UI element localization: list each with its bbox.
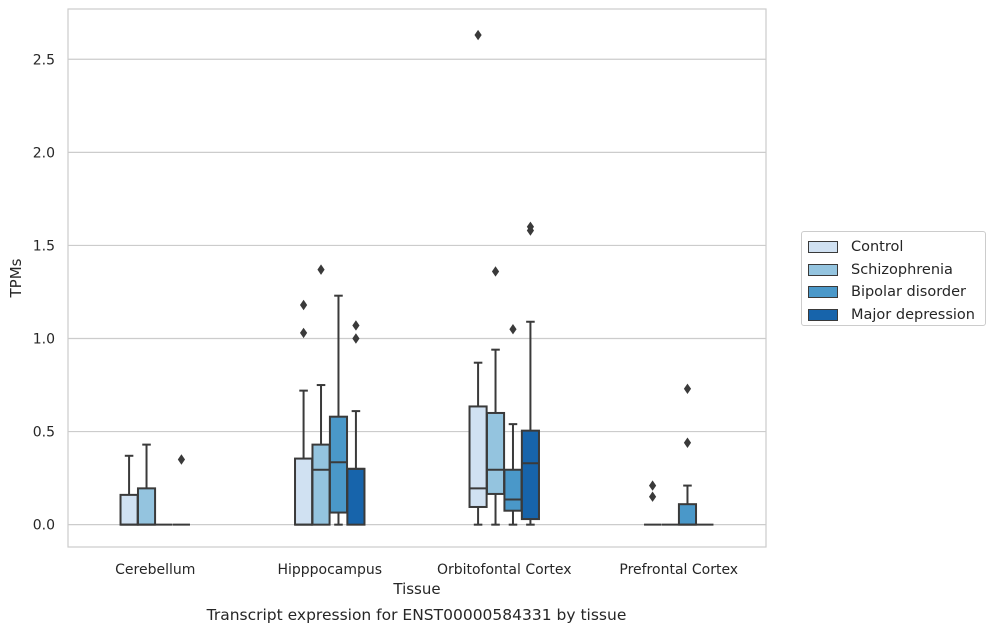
legend-swatch [808, 308, 838, 321]
y-tick-labels: 0.0 0.5 1.0 1.5 2.0 2.5 [33, 52, 55, 533]
box-iqr [346, 467, 366, 526]
plot-frame [67, 8, 767, 548]
box-bipolar-disorder [328, 294, 349, 526]
y-tick-label: 1.0 [33, 332, 55, 348]
chart-caption: Transcript expression for ENST0000058433… [206, 606, 627, 624]
legend-swatch [808, 241, 838, 254]
box-schizophrenia [311, 264, 331, 526]
outlier-point [683, 437, 692, 448]
outlier-point [299, 299, 308, 311]
outlier-point [177, 454, 186, 465]
x-tick-label: Prefrontal Cortex [619, 562, 738, 578]
grid-lines [68, 58, 766, 526]
y-axis-label: TPMs [7, 258, 25, 298]
box-iqr [520, 429, 540, 521]
x-tick-label: Orbitofontal Cortex [437, 562, 572, 578]
legend-label: Bipolar disorder [851, 284, 966, 301]
legend-item: Major depression [808, 304, 985, 327]
box-iqr [119, 493, 139, 526]
outlier-point [474, 29, 482, 41]
x-tick-label: Cerebellum [115, 562, 195, 578]
box-iqr [328, 415, 349, 514]
box-control [294, 299, 314, 526]
outlier-point [491, 266, 500, 277]
box-iqr [294, 457, 314, 526]
outlier-point [352, 320, 360, 331]
legend-swatch [808, 263, 838, 276]
legend-label: Schizophrenia [851, 261, 953, 278]
outlier-point [352, 333, 360, 344]
outlier-point [648, 480, 657, 491]
y-tick-label: 1.5 [33, 238, 55, 254]
x-tick-labels: Cerebellum Hipppocampus Orbitofontal Corte… [115, 562, 738, 578]
box-iqr [503, 468, 523, 512]
box-iqr [485, 411, 506, 495]
legend-item: Bipolar disorder [808, 281, 985, 304]
y-tick-label: 0.0 [33, 518, 55, 534]
y-tick-label: 2.5 [33, 52, 55, 68]
outlier-point [509, 323, 517, 335]
box-bipolar-disorder [503, 323, 523, 526]
box-control [119, 454, 139, 526]
legend-label: Control [851, 239, 904, 256]
outlier-point [648, 491, 657, 502]
legend-label: Major depression [851, 306, 975, 323]
legend-item: Schizophrenia [808, 259, 985, 282]
box-iqr [468, 405, 488, 508]
outlier-point [526, 221, 535, 233]
box-control [644, 480, 662, 526]
legend: Control Schizophrenia Bipolar disorder Majo… [801, 231, 986, 326]
boxes [119, 29, 714, 526]
box-schizophrenia [136, 443, 157, 526]
box-iqr [136, 487, 157, 526]
box-bipolar-disorder [677, 383, 698, 526]
box-control [468, 29, 488, 526]
box-iqr [311, 443, 331, 526]
outlier-point [317, 264, 325, 275]
box-major-depression [520, 221, 540, 526]
legend-swatch [808, 286, 838, 299]
box-major-depression [346, 320, 366, 526]
outlier-point [683, 383, 692, 394]
x-axis-label: Tissue [392, 580, 440, 598]
y-tick-label: 0.5 [33, 425, 55, 441]
outlier-point [299, 327, 308, 339]
box-major-depression [172, 454, 190, 526]
y-tick-label: 2.0 [33, 145, 55, 161]
box-iqr [677, 503, 698, 526]
legend-item: Control [808, 236, 985, 259]
x-tick-label: Hipppocampus [277, 562, 382, 578]
box-schizophrenia [485, 266, 506, 526]
